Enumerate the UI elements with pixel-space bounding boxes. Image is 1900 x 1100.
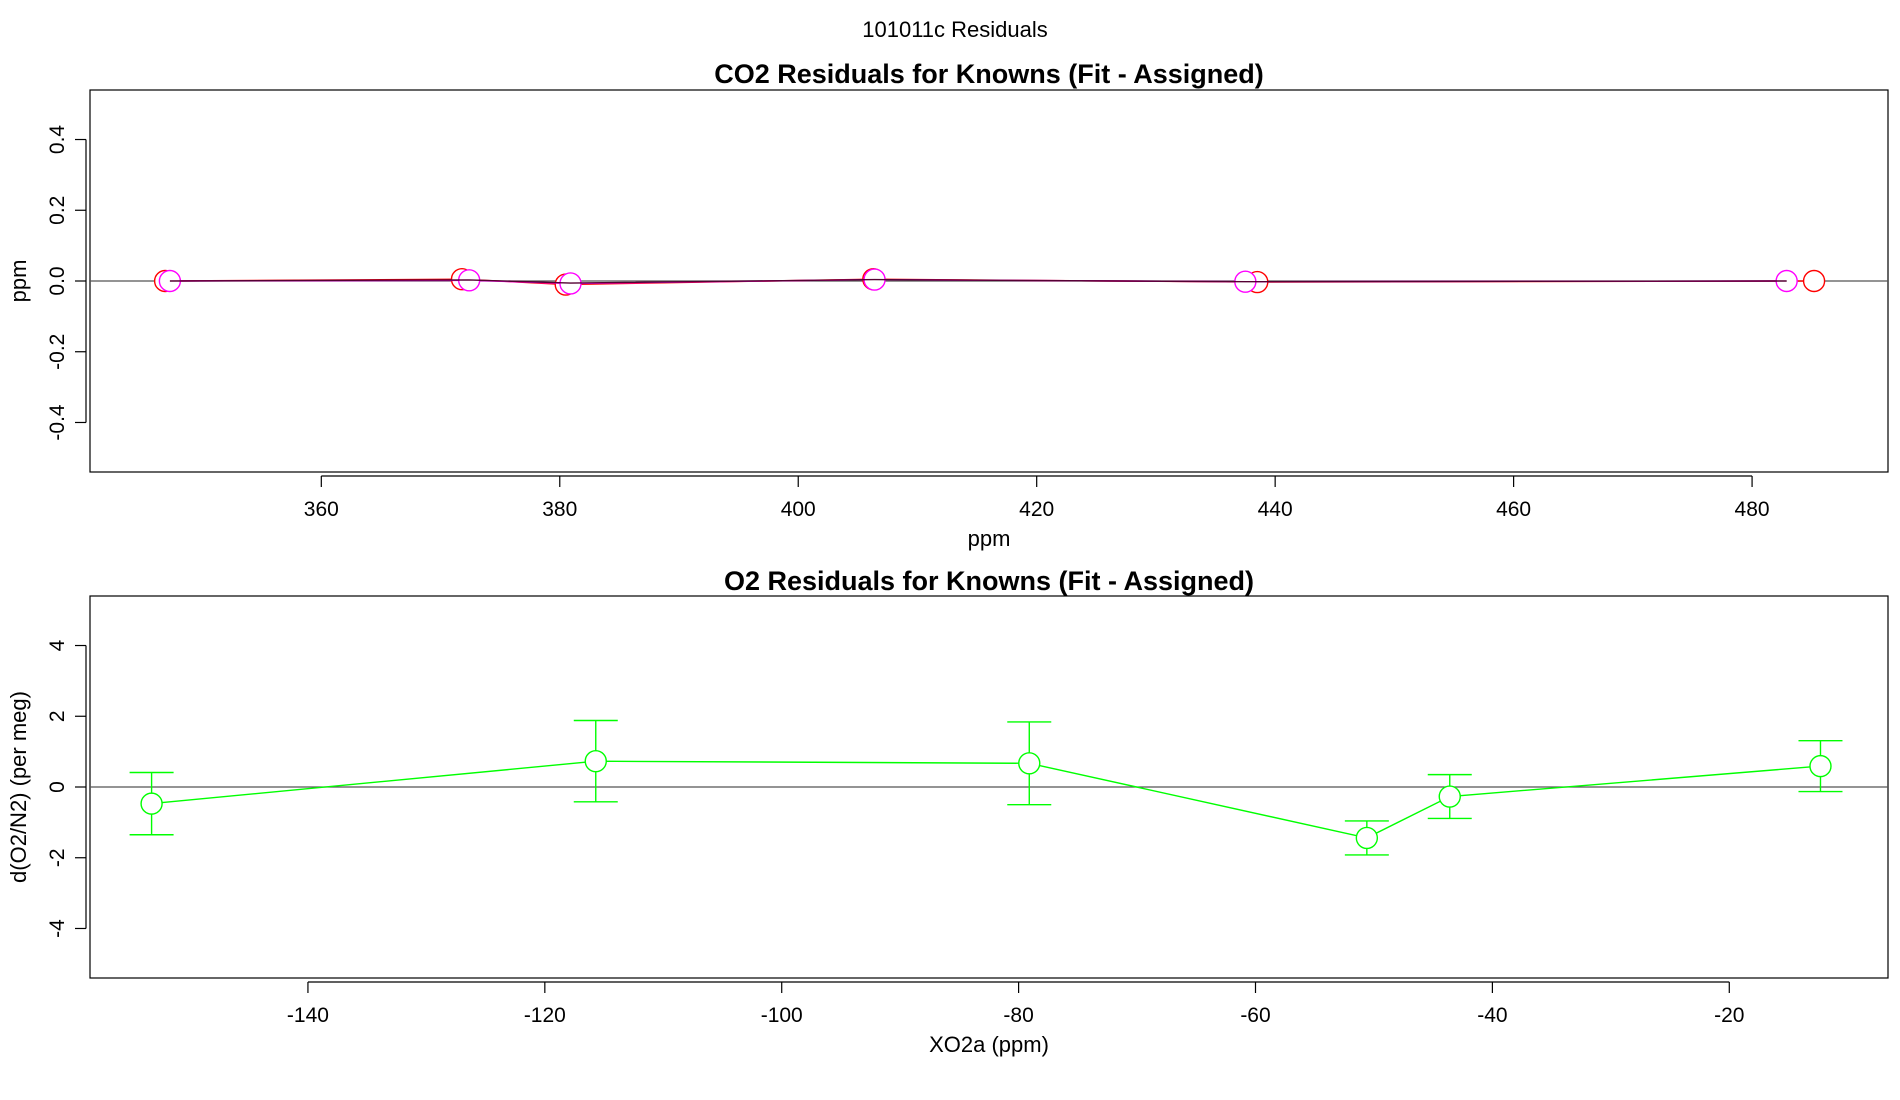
co2-x-axis-label: ppm: [968, 526, 1011, 551]
o2-x-tick-label: -100: [761, 1004, 803, 1027]
o2-y-axis-label: d(O2/N2) (per meg): [6, 691, 31, 883]
co2-x-tick-label: 480: [1735, 498, 1770, 521]
co2-plot-title: CO2 Residuals for Knowns (Fit - Assigned…: [714, 59, 1264, 89]
o2-x-tick-label: -80: [1003, 1004, 1033, 1027]
o2-residuals-plot: O2 Residuals for Knowns (Fit - Assigned)…: [6, 566, 1889, 1057]
co2-x-tick-label: 360: [304, 498, 339, 521]
o2-x-tick-label: -40: [1477, 1004, 1507, 1027]
co2-series-dark-line: [169, 278, 1787, 284]
co2-y-tick-label: 0.0: [46, 266, 69, 295]
co2-x-tick-label: 400: [781, 498, 816, 521]
o2-x-tick-label: -20: [1714, 1004, 1744, 1027]
co2-y-axis-label: ppm: [6, 260, 31, 303]
o2-series-green-point: [1809, 754, 1832, 778]
co2-y-tick-label: -0.4: [46, 404, 69, 441]
o2-y-tick-label: 2: [46, 710, 69, 722]
co2-y-tick-label: -0.2: [46, 334, 69, 370]
co2-y-tick-label: 0.2: [46, 196, 69, 225]
co2-series-red-point: [1802, 269, 1826, 293]
co2-y-tick-label: 0.4: [46, 125, 69, 155]
o2-series-green-point: [1355, 826, 1379, 850]
o2-series-green-point: [1438, 785, 1461, 808]
o2-y-tick-label: -2: [46, 848, 69, 867]
o2-series-green-point: [1018, 752, 1041, 775]
o2-series-green-line: [151, 760, 1821, 839]
co2-residuals-plot: CO2 Residuals for Knowns (Fit - Assigned…: [6, 59, 1889, 551]
co2-x-tick-label: 440: [1258, 498, 1293, 521]
figure-suptitle: 101011c Residuals: [862, 17, 1048, 42]
o2-x-tick-label: -140: [287, 1004, 329, 1027]
o2-series-green-point: [140, 792, 163, 815]
o2-y-tick-label: 4: [46, 639, 69, 651]
o2-x-tick-label: -120: [524, 1004, 566, 1027]
o2-plot-title: O2 Residuals for Knowns (Fit - Assigned): [724, 566, 1254, 596]
o2-series-green-point: [584, 749, 607, 773]
o2-x-tick-label: -60: [1240, 1004, 1270, 1027]
o2-x-axis-label: XO2a (ppm): [929, 1032, 1049, 1057]
co2-x-tick-label: 380: [542, 498, 577, 521]
o2-y-tick-label: 0: [46, 781, 69, 793]
o2-y-tick-label: -4: [46, 919, 69, 938]
co2-x-tick-label: 420: [1019, 498, 1054, 521]
co2-x-tick-label: 460: [1496, 498, 1531, 521]
